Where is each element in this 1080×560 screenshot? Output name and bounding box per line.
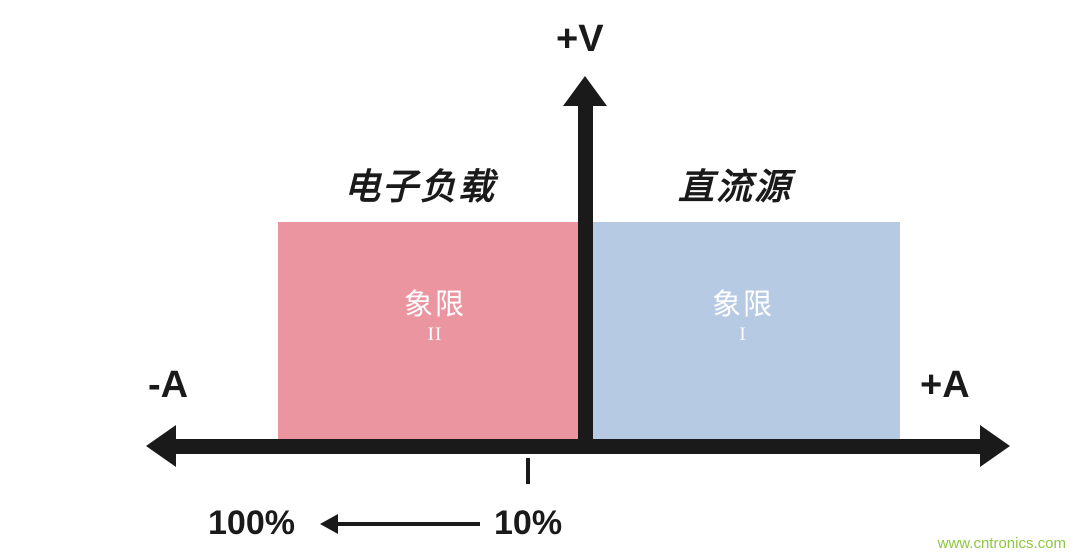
vertical-axis	[578, 98, 593, 447]
axis-label-positive-current: +A	[920, 364, 970, 406]
scale-arrow-line	[334, 522, 480, 526]
axis-label-positive-voltage: +V	[556, 18, 604, 60]
scale-arrow-head	[320, 514, 338, 534]
scale-label-right: 10%	[494, 504, 563, 542]
left-arrowhead-icon	[146, 425, 176, 467]
quadrant-two-region	[278, 222, 583, 447]
section-title-dc-source: 直流源	[678, 166, 793, 207]
scale-label-left: 100%	[208, 504, 295, 542]
axis-label-negative-current: -A	[148, 364, 189, 406]
quadrant-one-region	[583, 222, 900, 447]
section-title-electronic-load: 电子负载	[344, 166, 497, 207]
right-arrowhead-icon	[980, 425, 1010, 467]
quadrant-one-label: 象限 I	[688, 288, 798, 348]
scale-direction-arrow-icon	[320, 512, 480, 536]
quadrant-two-name: 象限	[403, 289, 466, 321]
up-arrowhead-icon	[563, 76, 607, 106]
quadrant-two-number: II	[427, 324, 443, 345]
watermark-text: www.cntronics.com	[937, 535, 1066, 552]
horizontal-axis	[170, 439, 985, 454]
scale-tick-mark	[526, 458, 530, 484]
quadrant-one-name: 象限	[711, 289, 774, 321]
quadrant-two-label: 象限 II	[380, 288, 490, 348]
quadrant-one-number: I	[739, 324, 747, 345]
